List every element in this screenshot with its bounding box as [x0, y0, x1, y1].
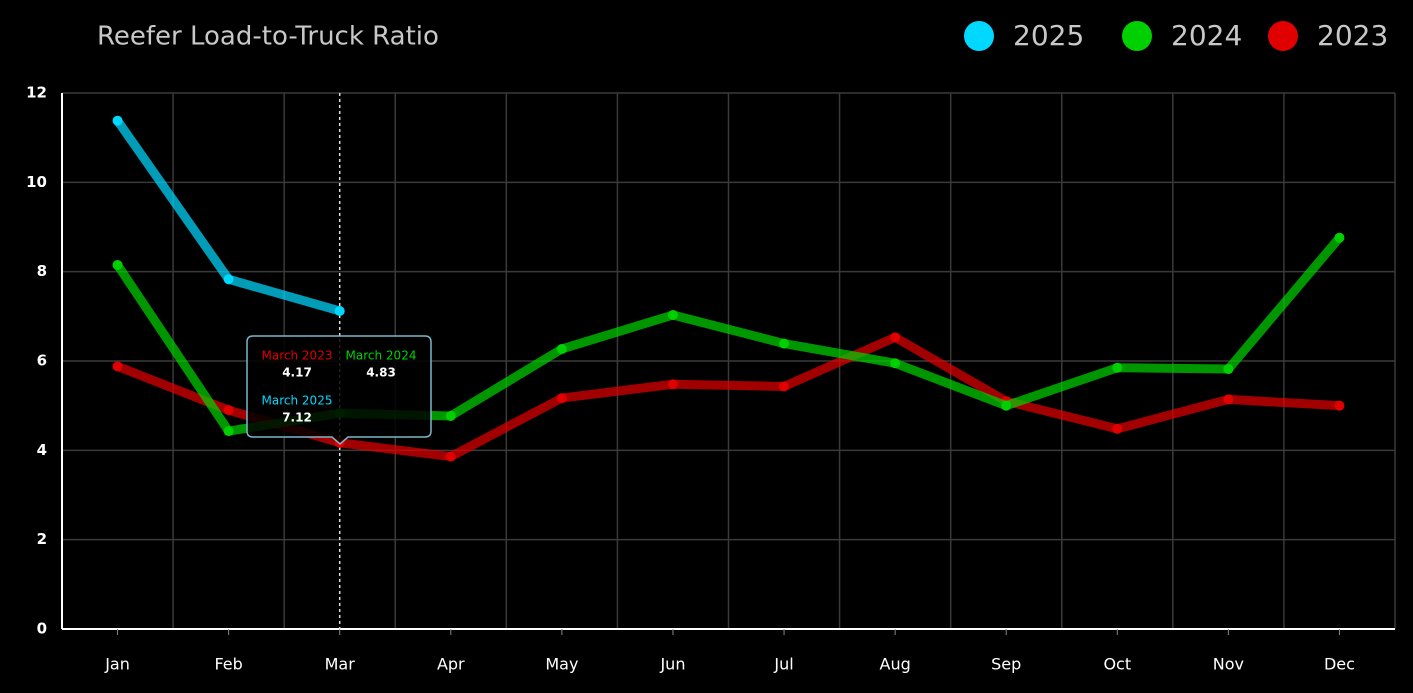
- point: [112, 361, 123, 372]
- point: [779, 381, 790, 392]
- x-tick-label: Sep: [991, 655, 1021, 674]
- tooltip-value: 4.83: [366, 366, 396, 380]
- x-tick-label: Mar: [325, 655, 356, 674]
- tooltip-label: March 2025: [262, 394, 333, 408]
- x-tick-label: Apr: [437, 655, 465, 674]
- point: [334, 305, 345, 316]
- x-tick-label: Aug: [880, 655, 911, 674]
- x-tick-label: Dec: [1324, 655, 1355, 674]
- point: [1112, 423, 1123, 434]
- x-tick-label: Oct: [1103, 655, 1131, 674]
- x-tick-label: Nov: [1213, 655, 1244, 674]
- point: [556, 343, 567, 354]
- legend-label: 2024: [1171, 19, 1242, 52]
- point: [1001, 400, 1012, 411]
- y-tick-label: 8: [37, 262, 47, 280]
- tooltip-label: March 2024: [346, 349, 417, 363]
- x-tick-label: Feb: [214, 655, 242, 674]
- legend-label: 2023: [1317, 19, 1388, 52]
- x-tick-label: Jun: [659, 655, 685, 674]
- y-tick-label: 0: [37, 620, 47, 638]
- tooltip: March 2023 4.17 March 2024 4.83 March 2025 7.…: [246, 335, 432, 445]
- point: [1334, 400, 1345, 411]
- legend-swatch: [964, 21, 994, 51]
- point: [445, 451, 456, 462]
- tooltip-label: March 2023: [262, 349, 333, 363]
- legend-label: 2025: [1013, 19, 1084, 52]
- y-tick-label: 4: [37, 441, 47, 459]
- y-tick-label: 2: [37, 530, 47, 548]
- chart-title: Reefer Load-to-Truck Ratio: [97, 22, 439, 52]
- x-tick-label: Jul: [773, 655, 793, 674]
- point: [890, 358, 901, 369]
- y-tick-label: 10: [26, 173, 47, 191]
- point: [1223, 364, 1234, 375]
- point: [1223, 394, 1234, 405]
- point: [1112, 362, 1123, 373]
- point: [779, 338, 790, 349]
- point: [1334, 232, 1345, 243]
- legend-swatch: [1268, 21, 1298, 51]
- x-tick-label: May: [545, 655, 578, 674]
- point: [223, 426, 234, 437]
- y-tick-label: 12: [26, 84, 47, 102]
- point: [667, 379, 678, 390]
- y-tick-label: 6: [37, 352, 47, 370]
- point: [112, 115, 123, 126]
- tooltip-value: 7.12: [282, 411, 312, 425]
- point: [667, 309, 678, 320]
- point: [223, 274, 234, 285]
- x-tick-label: Jan: [104, 655, 130, 674]
- point: [223, 405, 234, 416]
- point: [445, 410, 456, 421]
- point: [112, 259, 123, 270]
- point: [556, 393, 567, 404]
- tooltip-box: [246, 335, 432, 445]
- point: [890, 332, 901, 343]
- legend-swatch: [1122, 21, 1152, 51]
- tooltip-value: 4.17: [282, 366, 312, 380]
